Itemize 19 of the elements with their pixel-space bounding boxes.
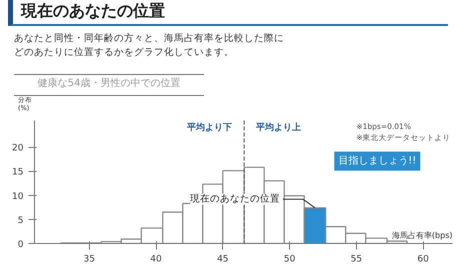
x-tick-label: 45 <box>217 254 229 264</box>
y-tick-label: 0 <box>18 240 24 250</box>
y-tick-label: 10 <box>12 192 24 202</box>
x-tick-label: 35 <box>84 254 95 264</box>
x-tick-label: 50 <box>284 254 296 264</box>
chart-subtitle: あなたと同性・同年齢の方々と、海馬占有率を比較した際にどのあたりに位置するかをグラフ化しています。 <box>14 32 285 60</box>
annotation: 平均より下 <box>186 122 232 133</box>
y-tick-label: 15 <box>12 168 24 178</box>
annotation: 平均より上 <box>255 122 302 133</box>
x-tick-label: 55 <box>350 254 362 264</box>
x-tick-label: 40 <box>150 254 162 264</box>
y-tick-label: 20 <box>12 144 24 154</box>
chart-title: 現在のあなたの位置 <box>21 0 165 22</box>
y-tick-label: 5 <box>18 216 24 226</box>
x-tick-label: 60 <box>417 254 430 264</box>
annotation: 目指しましょう!! <box>338 154 416 167</box>
annotation: 現在のあなたの位置 <box>190 192 280 205</box>
text: 健康な54歳・男性の中での位置 <box>38 76 180 91</box>
x-axis-title: 海馬占有率(bps) <box>392 230 453 240</box>
